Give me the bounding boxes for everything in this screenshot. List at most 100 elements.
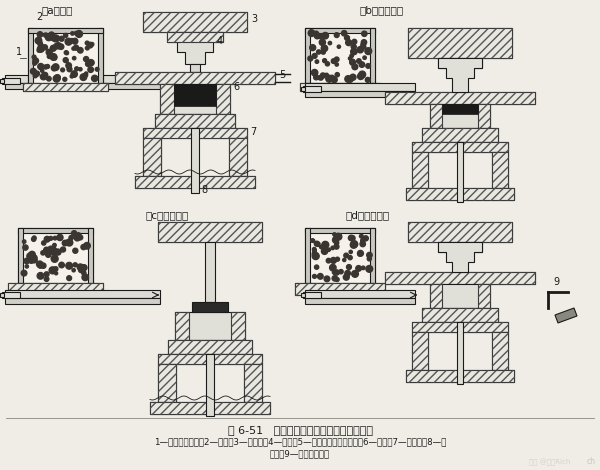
- Circle shape: [38, 264, 43, 268]
- Circle shape: [29, 258, 34, 263]
- Bar: [406, 188, 514, 200]
- Bar: [174, 84, 216, 106]
- Circle shape: [314, 33, 320, 39]
- Circle shape: [33, 62, 37, 65]
- Bar: [300, 83, 380, 91]
- Circle shape: [72, 269, 75, 272]
- Circle shape: [32, 237, 36, 242]
- Bar: [408, 222, 512, 242]
- Circle shape: [344, 253, 349, 258]
- Bar: [18, 228, 93, 233]
- Bar: [190, 64, 200, 72]
- Circle shape: [88, 60, 94, 66]
- Circle shape: [49, 32, 54, 38]
- Bar: [492, 332, 508, 370]
- Circle shape: [331, 75, 334, 78]
- Circle shape: [71, 39, 74, 43]
- Bar: [478, 104, 490, 128]
- Circle shape: [335, 257, 340, 261]
- Circle shape: [343, 258, 346, 262]
- Bar: [492, 152, 508, 188]
- Bar: [192, 302, 228, 312]
- Bar: [5, 290, 160, 298]
- Bar: [155, 114, 235, 128]
- Circle shape: [350, 59, 355, 64]
- Circle shape: [46, 49, 52, 55]
- Bar: [406, 188, 514, 200]
- Bar: [0, 79, 4, 83]
- Circle shape: [345, 76, 352, 82]
- Circle shape: [31, 69, 36, 74]
- Bar: [295, 283, 385, 295]
- Bar: [385, 272, 535, 284]
- Circle shape: [44, 247, 49, 252]
- Bar: [295, 283, 385, 295]
- Text: 1—自动加料装置；2—料斗；3—上模板；4—阳模；5—压缩空气上、下吹管；6—阴模；7—下压板；8—顶: 1—自动加料装置；2—料斗；3—上模板；4—阳模；5—压缩空气上、下吹管；6—阴…: [154, 437, 446, 446]
- Circle shape: [366, 63, 370, 68]
- Bar: [422, 128, 498, 142]
- Circle shape: [358, 252, 361, 256]
- Circle shape: [339, 269, 343, 274]
- Circle shape: [41, 69, 44, 72]
- Circle shape: [361, 266, 365, 270]
- Circle shape: [311, 70, 318, 76]
- Bar: [406, 188, 514, 200]
- Circle shape: [43, 45, 47, 50]
- Bar: [305, 290, 415, 298]
- Circle shape: [317, 274, 323, 279]
- Bar: [143, 12, 247, 32]
- Circle shape: [82, 271, 86, 275]
- Bar: [244, 364, 262, 402]
- Circle shape: [352, 64, 358, 70]
- Circle shape: [50, 45, 56, 51]
- Bar: [167, 32, 223, 42]
- Circle shape: [92, 75, 98, 81]
- Circle shape: [313, 247, 316, 251]
- Bar: [478, 284, 490, 308]
- Bar: [8, 283, 103, 295]
- Circle shape: [350, 242, 357, 248]
- Bar: [301, 293, 305, 297]
- Bar: [406, 370, 514, 382]
- Bar: [160, 84, 230, 114]
- Circle shape: [53, 75, 60, 82]
- Bar: [300, 83, 380, 91]
- Circle shape: [37, 273, 44, 279]
- Circle shape: [70, 75, 74, 78]
- Circle shape: [77, 264, 83, 270]
- Circle shape: [49, 267, 56, 274]
- Bar: [385, 92, 535, 104]
- Circle shape: [31, 258, 34, 261]
- Bar: [158, 222, 262, 242]
- Circle shape: [335, 278, 339, 282]
- Circle shape: [95, 67, 99, 71]
- Bar: [295, 283, 385, 295]
- Circle shape: [89, 61, 94, 65]
- Circle shape: [335, 233, 342, 240]
- Text: （d）阴模复位: （d）阴模复位: [345, 210, 389, 220]
- Text: 出杆；9—成品脱模装置: 出杆；9—成品脱模装置: [270, 449, 330, 458]
- Circle shape: [85, 72, 88, 75]
- Circle shape: [318, 76, 322, 79]
- Polygon shape: [438, 242, 482, 272]
- Bar: [422, 128, 498, 142]
- Circle shape: [59, 36, 64, 41]
- Bar: [412, 152, 428, 188]
- Circle shape: [323, 59, 326, 63]
- Circle shape: [326, 75, 333, 82]
- Bar: [191, 128, 199, 193]
- Bar: [23, 83, 108, 91]
- Circle shape: [70, 39, 74, 42]
- Bar: [8, 283, 103, 295]
- Circle shape: [33, 58, 38, 63]
- Bar: [305, 298, 415, 304]
- Circle shape: [334, 241, 339, 245]
- Circle shape: [319, 34, 323, 39]
- Bar: [305, 91, 415, 97]
- Circle shape: [334, 244, 339, 249]
- Circle shape: [66, 63, 71, 68]
- Bar: [18, 228, 93, 283]
- Circle shape: [73, 248, 78, 253]
- Circle shape: [351, 48, 357, 55]
- Circle shape: [46, 252, 51, 258]
